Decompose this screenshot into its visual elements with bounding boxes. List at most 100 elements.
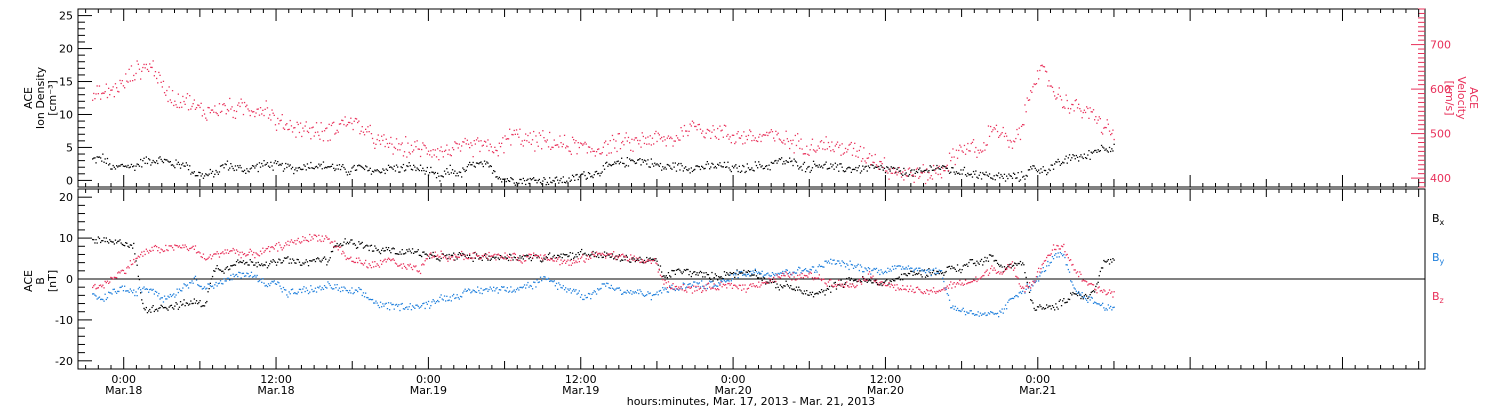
density-point [271, 165, 273, 167]
bz-point [455, 255, 457, 257]
bx-point [940, 272, 943, 275]
density-point [757, 167, 759, 169]
density-point [675, 170, 678, 172]
bx-point [495, 256, 497, 258]
by-point [987, 312, 990, 314]
by-point [866, 269, 868, 272]
bz-point [385, 261, 387, 263]
bx-point [935, 274, 937, 276]
velocity-point [1110, 134, 1112, 136]
bz-point [948, 284, 951, 286]
density-point [221, 164, 223, 167]
density-point [995, 174, 998, 176]
velocity-point [350, 117, 352, 119]
density-point [1043, 169, 1046, 172]
bz-point [464, 254, 466, 256]
by-point [847, 264, 849, 266]
density-point [696, 165, 698, 167]
bx-point [726, 272, 728, 274]
bz-point [897, 287, 899, 289]
density-point [116, 165, 118, 167]
bz-point [286, 244, 288, 246]
by-point [251, 276, 254, 278]
velocity-point [830, 150, 832, 152]
bz-point [350, 256, 352, 258]
velocity-point [735, 141, 737, 143]
by-point [713, 285, 715, 287]
density-point [794, 160, 796, 162]
velocity-point [407, 142, 409, 144]
velocity-point [994, 128, 996, 130]
velocity-point [749, 129, 751, 131]
velocity-point [299, 122, 302, 124]
density-point [458, 171, 460, 173]
by-point [261, 281, 263, 283]
density-point [566, 180, 568, 182]
density-point [241, 170, 243, 172]
bz-point [602, 253, 604, 256]
velocity-point [739, 137, 742, 139]
by-point [203, 286, 206, 288]
velocity-point [537, 145, 539, 147]
density-point [1106, 150, 1108, 152]
bx-point [522, 258, 524, 260]
bx-point [555, 257, 558, 259]
density-point [838, 170, 840, 172]
density-point [683, 167, 686, 169]
bx-point [301, 264, 303, 266]
bz-point [769, 280, 771, 282]
by-point [669, 286, 671, 288]
time-tick-label: 0:00 [416, 373, 441, 386]
density-point [706, 161, 708, 163]
bx-point [206, 300, 208, 303]
bx-point [156, 308, 158, 310]
bx-point [641, 261, 643, 263]
bx-point [285, 257, 287, 259]
by-point [811, 266, 814, 268]
velocity-point [710, 137, 712, 139]
bz-point [565, 262, 567, 264]
density-point [1094, 149, 1096, 152]
density-point [163, 158, 166, 161]
bx-point [1026, 281, 1028, 284]
bx-point [106, 240, 109, 243]
density-point [345, 171, 347, 173]
bz-point [1024, 291, 1026, 293]
velocity-point [365, 128, 367, 130]
by-point [550, 280, 552, 282]
by-point [685, 287, 687, 289]
density-point [262, 165, 264, 167]
bz-point [489, 255, 491, 258]
bz-point [377, 264, 379, 266]
velocity-point [960, 146, 962, 148]
density-point [584, 174, 586, 177]
velocity-point [929, 177, 931, 179]
bz-point [519, 259, 521, 261]
density-point [597, 173, 599, 175]
by-point [435, 301, 438, 303]
by-point [554, 285, 556, 287]
by-point [413, 306, 415, 308]
bfield-label-line3: [nT] [46, 270, 59, 292]
bx-point [145, 306, 147, 309]
bz-point [293, 242, 295, 244]
velocity-point [882, 166, 884, 169]
density-point [907, 175, 910, 177]
by-point [386, 308, 389, 310]
density-point [844, 170, 847, 172]
velocity-point [509, 128, 511, 130]
bx-point [264, 264, 266, 266]
bz-point [288, 244, 290, 246]
bz-point [887, 284, 889, 287]
bx-point [282, 260, 285, 262]
density-point [798, 168, 800, 170]
bz-point [585, 258, 587, 260]
density-point [574, 179, 576, 181]
density-point [1006, 175, 1008, 177]
bz-point [993, 267, 995, 269]
bx-point [558, 254, 560, 257]
velocity-point [610, 152, 612, 154]
velocity-point [503, 152, 505, 154]
velocity-point [278, 123, 280, 125]
bx-point [194, 302, 197, 304]
